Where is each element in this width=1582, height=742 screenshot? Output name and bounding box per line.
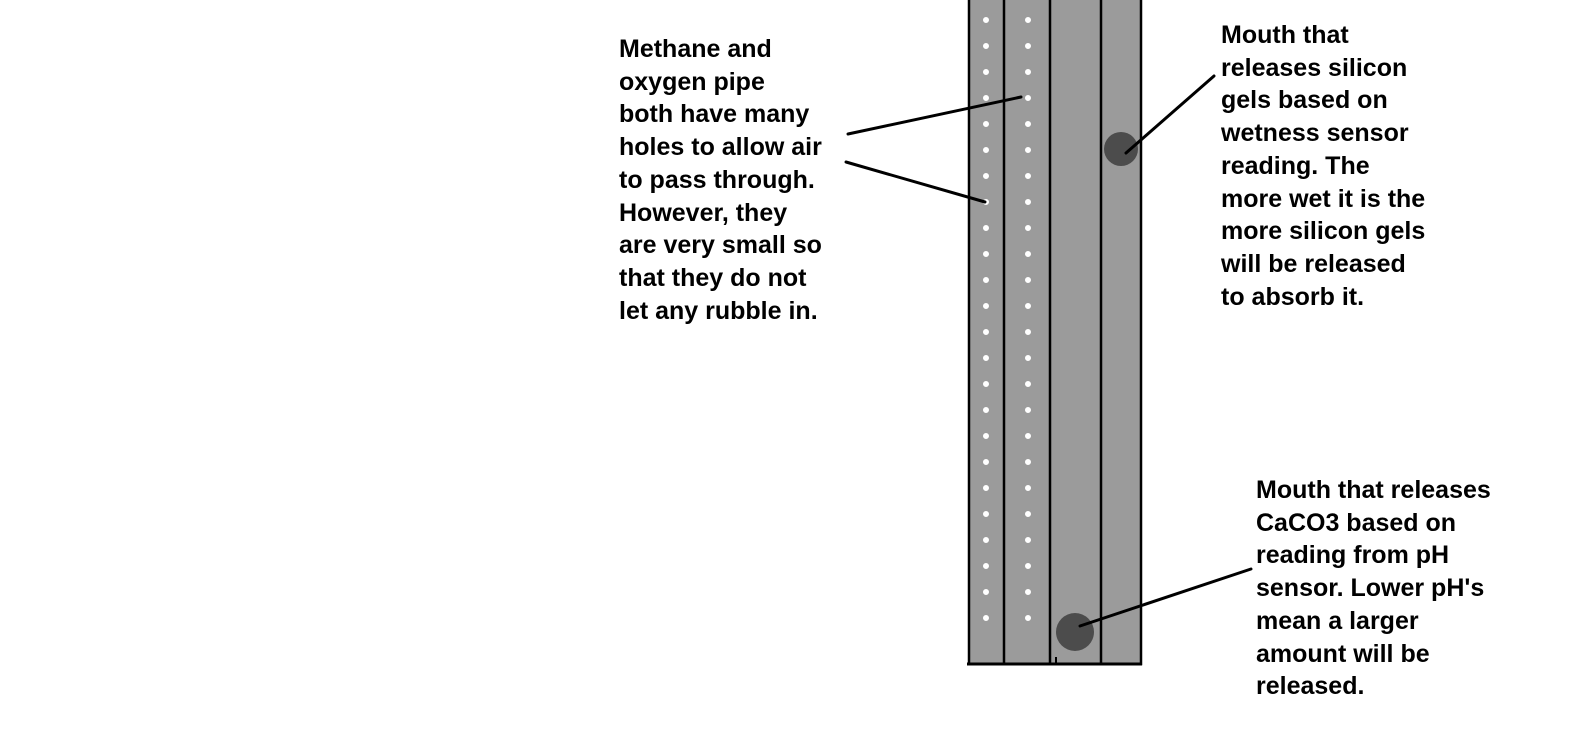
leader-line-oxygen-pipe [846,95,1023,136]
leader-line-silicon-mouth [1124,74,1216,155]
methane-pipe-hole [981,561,991,571]
oxygen-pipe-hole [1023,379,1033,389]
oxygen-pipe-hole [1023,457,1033,467]
caco3-mouth-icon [1056,613,1094,651]
methane-pipe-hole [981,613,991,623]
oxygen-pipe-hole [1023,353,1033,363]
methane-pipe-hole [981,67,991,77]
methane-pipe-hole [981,93,991,103]
methane-pipe-hole [981,379,991,389]
methane-pipe-hole [981,301,991,311]
oxygen-pipe-hole [1023,15,1033,25]
oxygen-pipe-hole [1023,431,1033,441]
methane-pipe-holes [981,15,991,623]
oxygen-pipe-hole [1023,145,1033,155]
oxygen-pipe-hole [1023,93,1033,103]
oxygen-pipe-hole [1023,197,1033,207]
oxygen-pipe-hole [1023,67,1033,77]
oxygen-pipe-hole [1023,613,1033,623]
methane-pipe-hole [981,145,991,155]
oxygen-pipe-holes [1023,15,1033,623]
leader-line-caco3-mouth [1078,567,1253,628]
oxygen-pipe-hole [1023,561,1033,571]
oxygen-pipe-hole [1023,405,1033,415]
methane-pipe-hole [981,275,991,285]
oxygen-pipe-hole [1023,301,1033,311]
annotation-leader-lines [844,74,1253,628]
methane-pipe-hole [981,587,991,597]
methane-pipe-hole [981,249,991,259]
methane-pipe-hole [981,405,991,415]
leader-line-methane-pipe [844,160,987,204]
methane-pipe-hole [981,431,991,441]
methane-pipe-hole [981,457,991,467]
methane-pipe-hole [981,223,991,233]
silicon-mouth-annotation: Mouth that releases silicon gels based o… [1221,21,1426,311]
oxygen-pipe-hole [1023,327,1033,337]
oxygen-pipe-hole [1023,535,1033,545]
oxygen-pipe-hole [1023,171,1033,181]
methane-pipe-hole [981,119,991,129]
methane-pipe-hole [981,41,991,51]
methane-pipe-hole [981,509,991,519]
methane-pipe-hole [981,353,991,363]
pipe-body [967,0,1143,666]
oxygen-pipe-hole [1023,249,1033,259]
oxygen-pipe-hole [1023,41,1033,51]
oxygen-pipe-hole [1023,483,1033,493]
pipe-holes-annotation: Methane and oxygen pipe both have many h… [619,35,822,325]
oxygen-pipe-hole [1023,587,1033,597]
methane-pipe-hole [981,535,991,545]
methane-pipe-hole [981,15,991,25]
oxygen-pipe-hole [1023,119,1033,129]
methane-pipe-hole [981,483,991,493]
silicon-gel-mouth-icon [1104,132,1138,166]
oxygen-pipe-hole [1023,275,1033,285]
pipe-assembly [967,0,1143,666]
methane-pipe-hole [981,171,991,181]
oxygen-pipe-hole [1023,223,1033,233]
caco3-mouth-annotation: Mouth that releases CaCO3 based on readi… [1256,476,1491,701]
methane-pipe-hole [981,327,991,337]
oxygen-pipe-hole [1023,509,1033,519]
